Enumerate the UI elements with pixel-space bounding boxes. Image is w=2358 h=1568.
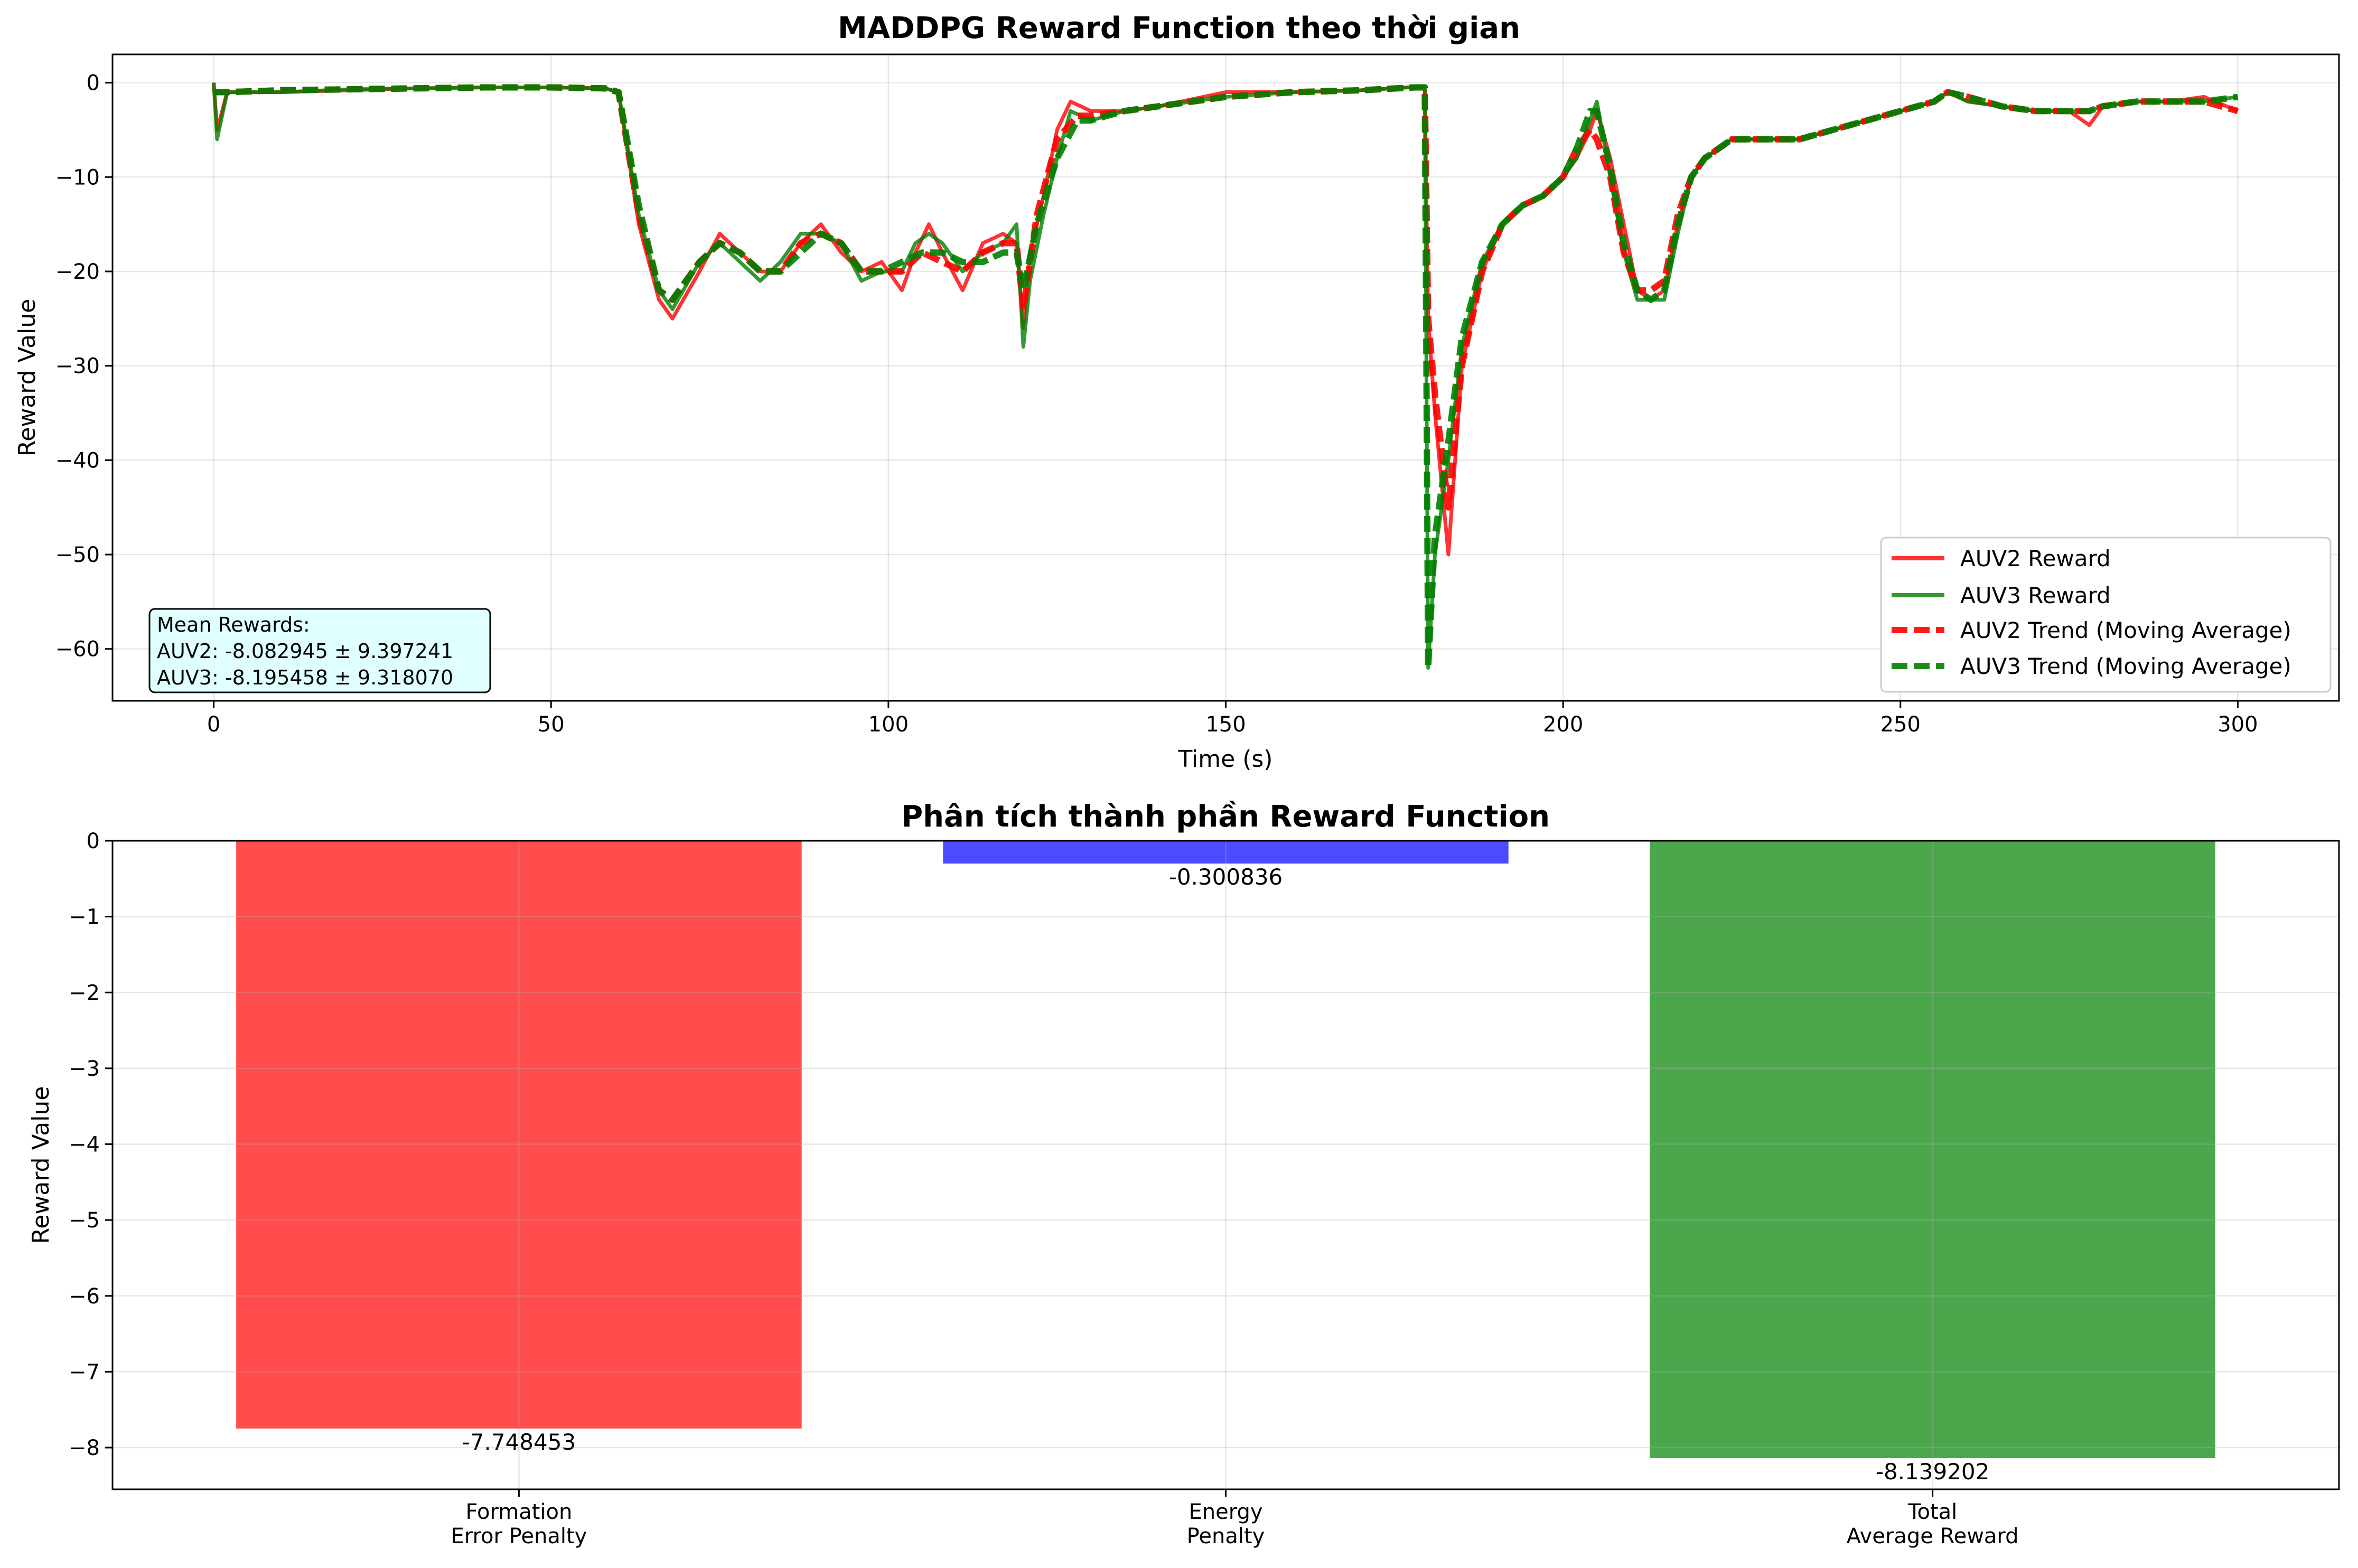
chart1-x-tick-label: 200 [1543, 712, 1583, 737]
mean-rewards-auv2: AUV2: -8.082945 ± 9.397241 [157, 640, 453, 663]
chart2-y-tick-label: −5 [69, 1208, 100, 1233]
chart2-category-label: Formation [465, 1500, 572, 1524]
chart2-y-tick-label: −7 [69, 1360, 100, 1384]
chart1-y-tick-label: −30 [55, 354, 100, 379]
legend-label-auv2-reward: AUV2 Reward [1960, 546, 2111, 571]
bar-formation-error-penalty [236, 841, 802, 1429]
legend-label-auv3-trend: AUV3 Trend (Moving Average) [1960, 653, 2291, 679]
reward-components-chart: Phân tích thành phần Reward Function -7.… [27, 800, 2340, 1548]
legend-label-auv2-trend: AUV2 Trend (Moving Average) [1960, 617, 2291, 643]
chart1-y-tick-label: −10 [55, 165, 100, 190]
chart1-y-tick-label: −20 [55, 260, 100, 284]
chart1-x-tick-label: 300 [2217, 712, 2258, 737]
chart1-x-tick-label: 50 [538, 712, 565, 737]
bar-value-label: -8.139202 [1876, 1459, 1990, 1485]
chart1-y-tick-label: −60 [55, 637, 100, 662]
chart2-y-tick-label: −4 [69, 1133, 100, 1157]
chart2-title: Phân tích thành phần Reward Function [901, 800, 1550, 834]
mean-rewards-box: Mean Rewards: AUV2: -8.082945 ± 9.397241… [148, 608, 491, 693]
mean-rewards-title: Mean Rewards: [157, 613, 310, 636]
chart1-y-tick-label: 0 [87, 71, 100, 96]
bar-energy-penalty [943, 841, 1509, 864]
chart2-y-tick-label: −6 [69, 1284, 100, 1309]
chart2-category-label: Penalty [1187, 1524, 1265, 1548]
chart1-x-tick-label: 0 [207, 712, 220, 737]
chart2-y-tick-label: −1 [69, 905, 100, 929]
chart1-y-axis-label: Reward Value [14, 299, 41, 457]
chart1-x-tick-label: 100 [868, 712, 909, 737]
chart1-lines [212, 82, 2239, 671]
chart2-bars: -7.748453 -0.300836 -8.139202 [236, 841, 2215, 1485]
chart1-x-axis-label: Time (s) [1178, 746, 1273, 773]
chart2-y-tick-label: −3 [69, 1057, 100, 1081]
chart1-ticks: 0 50 100 150 200 250 300 0 −10 −20 −30 −40 −50 −60 [55, 71, 2258, 737]
chart2-category-label: Energy [1189, 1500, 1262, 1524]
auv3-trend-moving-average-line [213, 84, 2239, 671]
chart1-y-tick-label: −40 [55, 448, 100, 473]
bar-total-average-reward [1650, 841, 2215, 1458]
bar-value-label: -0.300836 [1169, 864, 1283, 890]
chart2-y-axis-label: Reward Value [27, 1086, 54, 1244]
chart2-category-label: Average Reward [1847, 1524, 2019, 1548]
chart2-y-tick-label: −2 [69, 981, 100, 1005]
mean-rewards-auv3: AUV3: -8.195458 ± 9.318070 [157, 666, 453, 689]
legend-label-auv3-reward: AUV3 Reward [1960, 583, 2111, 608]
chart2-y-tick-label: 0 [87, 829, 100, 853]
chart1-title: MADDPG Reward Function theo thời gian [838, 11, 1520, 45]
chart2-grid [113, 840, 2339, 1489]
reward-time-chart: MADDPG Reward Function theo thời gian 0 5… [14, 11, 2340, 773]
bar-value-label: -7.748453 [462, 1429, 576, 1455]
chart1-legend: AUV2 Reward AUV3 Reward AUV2 Trend (Movi… [1880, 537, 2332, 693]
chart1-x-tick-label: 250 [1880, 712, 1921, 737]
chart2-y-tick-label: −8 [69, 1436, 100, 1460]
chart1-x-tick-label: 150 [1205, 712, 1246, 737]
chart2-category-label: Total [1907, 1500, 1957, 1524]
chart1-y-tick-label: −50 [55, 543, 100, 567]
chart2-category-label: Error Penalty [451, 1524, 587, 1548]
